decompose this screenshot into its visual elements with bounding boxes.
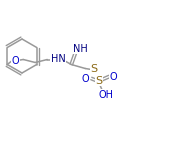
Text: O: O [11,55,19,66]
Text: S: S [96,75,103,86]
Text: O: O [82,73,89,84]
Text: NH: NH [73,43,88,54]
Text: OH: OH [99,90,114,100]
Text: O: O [109,72,117,82]
Text: HN: HN [51,54,66,65]
Text: S: S [91,65,98,74]
